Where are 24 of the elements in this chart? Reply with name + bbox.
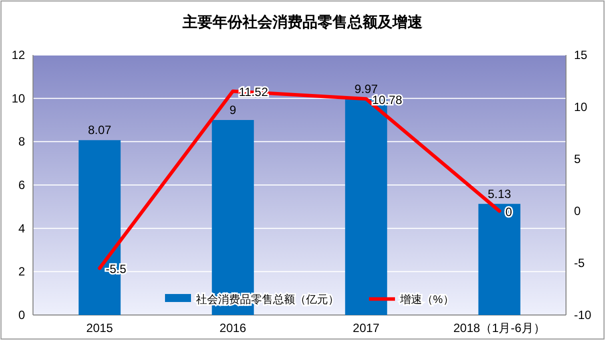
data-label: 5.13 bbox=[488, 186, 512, 201]
y2-tick-label: -10 bbox=[574, 308, 592, 322]
y2-tick-label: 5 bbox=[574, 152, 581, 166]
x-tick-label: 2018（1月-6月） bbox=[453, 321, 546, 335]
y-tick-label: 10 bbox=[12, 91, 26, 106]
data-label: 8.07 bbox=[88, 123, 112, 138]
data-label: 0 bbox=[505, 205, 512, 219]
y-tick-label: 8 bbox=[18, 134, 26, 149]
y-tick-label: 4 bbox=[18, 221, 26, 236]
legend-label: 增速（%） bbox=[399, 293, 454, 306]
y2-tick-label: 0 bbox=[574, 204, 581, 218]
y2-tick-label: 10 bbox=[574, 100, 588, 114]
y-tick-label: 12 bbox=[12, 48, 26, 62]
x-tick-label: 2017 bbox=[352, 321, 380, 335]
data-label: 9 bbox=[230, 103, 237, 117]
x-tick-label: 2015 bbox=[86, 321, 114, 335]
y-tick-label: 2 bbox=[18, 264, 26, 279]
y2-tick-label: -5 bbox=[574, 256, 585, 270]
chart-title: 主要年份社会消费品零售总额及增速 bbox=[182, 13, 424, 31]
y-tick-label: 6 bbox=[18, 178, 26, 192]
x-tick-label: 2016 bbox=[220, 321, 247, 335]
y-tick-label: 0 bbox=[18, 308, 26, 322]
y2-tick-label: 15 bbox=[574, 48, 588, 62]
bar bbox=[478, 204, 520, 315]
